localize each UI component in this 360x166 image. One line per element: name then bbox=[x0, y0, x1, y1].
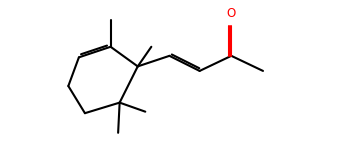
Text: O: O bbox=[227, 7, 236, 20]
